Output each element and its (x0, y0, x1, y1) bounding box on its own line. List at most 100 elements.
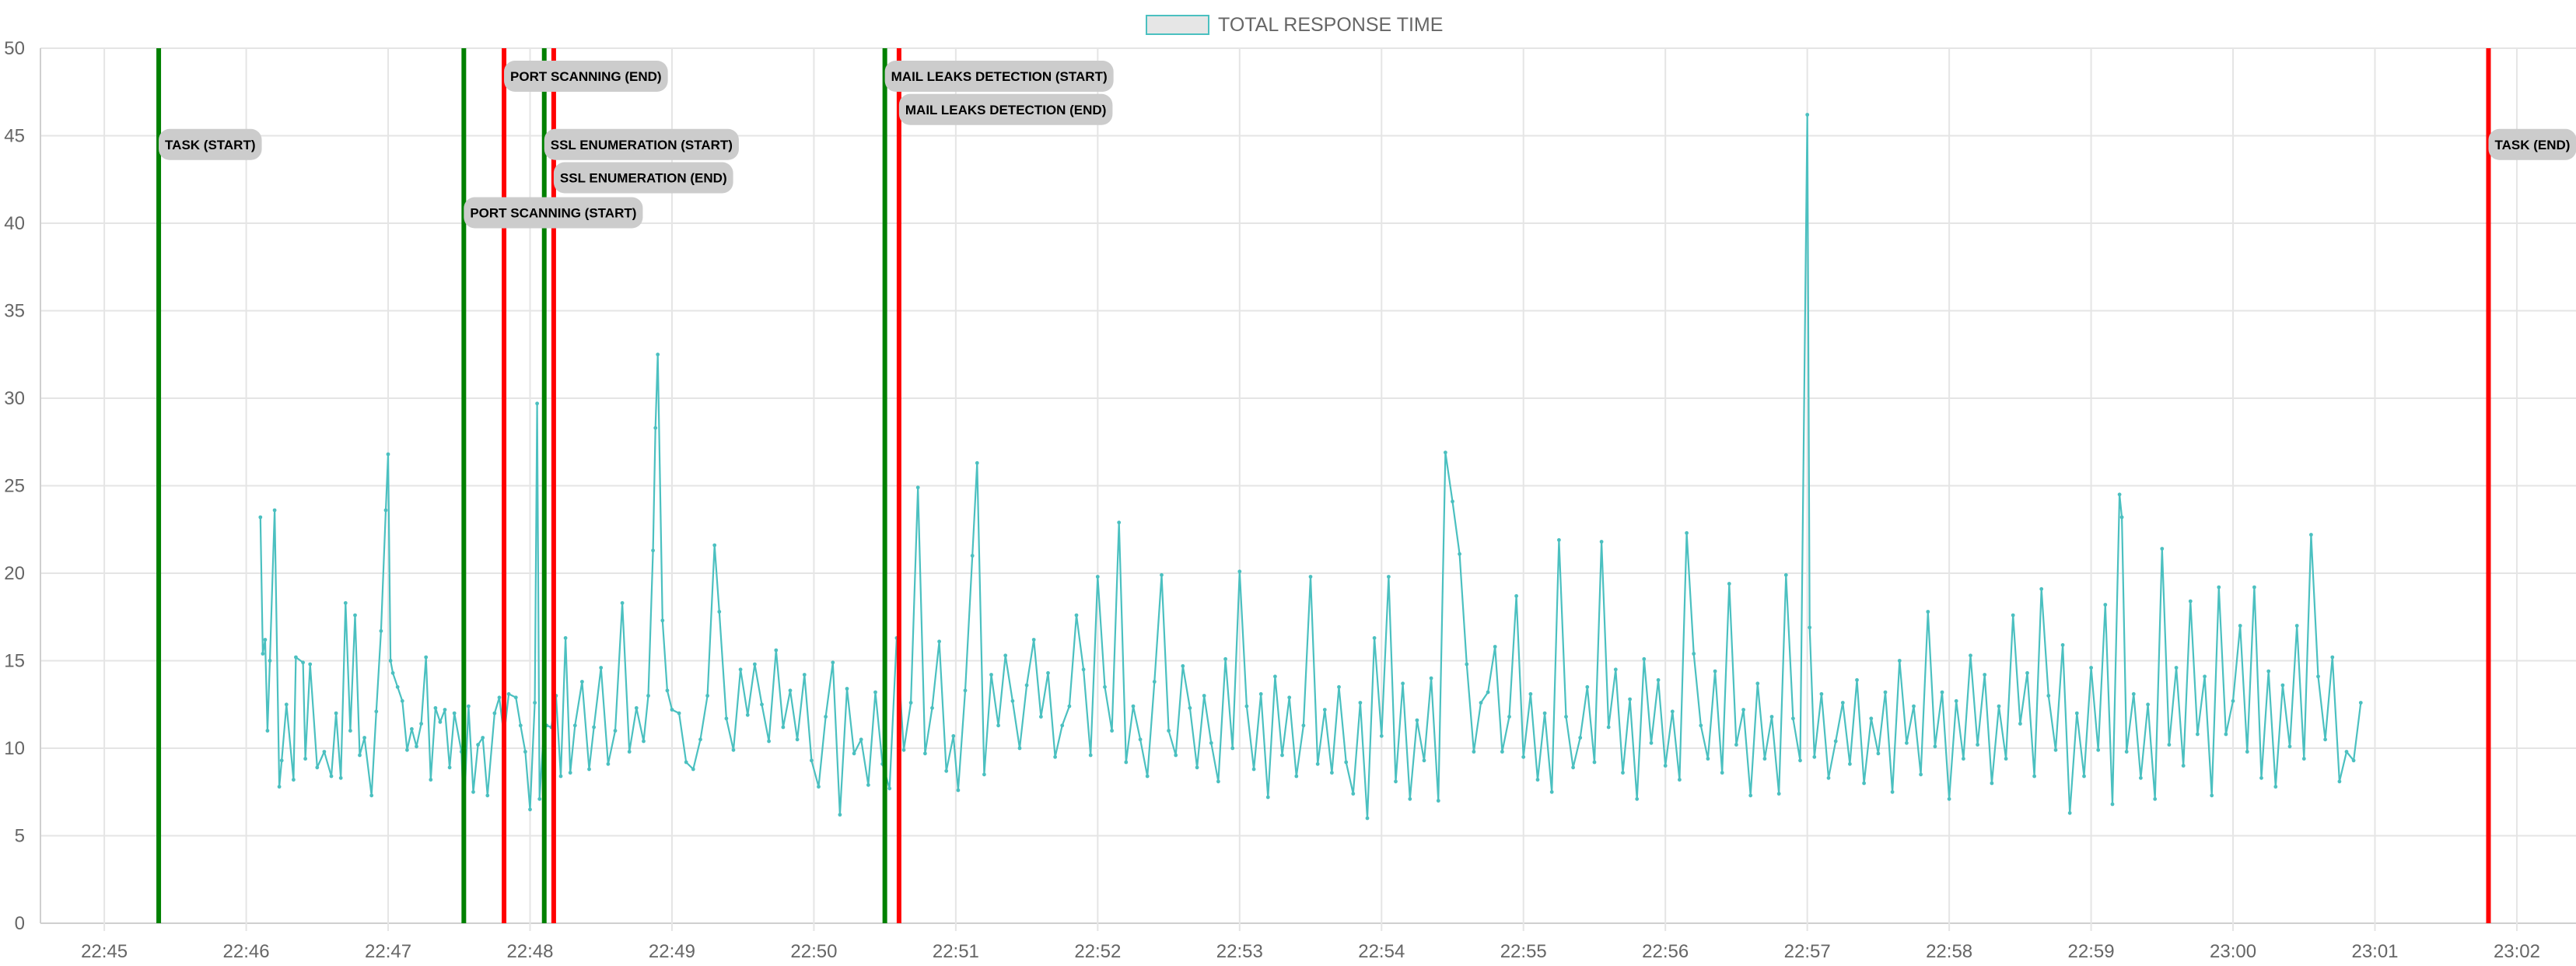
data-point[interactable] (2351, 758, 2356, 763)
data-point[interactable] (670, 708, 674, 712)
data-point[interactable] (2089, 666, 2094, 670)
data-point[interactable] (824, 715, 828, 719)
data-point[interactable] (1500, 750, 1504, 754)
data-point[interactable] (343, 600, 348, 605)
data-point[interactable] (753, 662, 757, 667)
data-point[interactable] (1855, 677, 1859, 682)
data-point[interactable] (989, 673, 993, 677)
data-point[interactable] (535, 401, 539, 406)
data-point[interactable] (1394, 779, 1398, 784)
data-point[interactable] (322, 750, 327, 754)
data-point[interactable] (2203, 674, 2207, 679)
data-point[interactable] (2210, 793, 2214, 798)
data-point[interactable] (1053, 754, 1057, 759)
data-point[interactable] (528, 807, 532, 812)
data-point[interactable] (1564, 715, 1568, 719)
data-point[interactable] (2067, 810, 2072, 815)
data-point[interactable] (1294, 774, 1299, 779)
data-point[interactable] (268, 659, 272, 663)
data-point[interactable] (1535, 778, 1540, 782)
data-point[interactable] (2238, 624, 2242, 628)
data-point[interactable] (537, 796, 542, 801)
data-point[interactable] (383, 508, 388, 513)
data-point[interactable] (513, 695, 518, 700)
data-point[interactable] (424, 655, 429, 660)
data-point[interactable] (1798, 758, 1802, 763)
data-point[interactable] (1897, 659, 1902, 663)
data-point[interactable] (944, 768, 949, 773)
data-point[interactable] (2358, 701, 2363, 705)
data-point[interactable] (1110, 729, 1114, 733)
data-point[interactable] (292, 778, 296, 782)
data-point[interactable] (481, 736, 485, 740)
data-point[interactable] (2053, 747, 2058, 752)
data-point[interactable] (2316, 674, 2320, 679)
data-point[interactable] (2330, 655, 2335, 660)
data-point[interactable] (572, 723, 577, 728)
legend-swatch[interactable] (1146, 15, 1209, 35)
data-point[interactable] (1628, 697, 1633, 702)
data-point[interactable] (802, 673, 807, 677)
data-point[interactable] (1074, 613, 1079, 618)
data-point[interactable] (1379, 733, 1384, 738)
data-point[interactable] (781, 725, 786, 730)
data-point[interactable] (2117, 492, 2122, 497)
data-point[interactable] (656, 352, 660, 357)
data-point[interactable] (795, 737, 800, 742)
data-point[interactable] (2217, 585, 2221, 590)
data-point[interactable] (982, 772, 986, 777)
data-point[interactable] (2309, 533, 2313, 537)
data-point[interactable] (1755, 681, 1760, 686)
data-point[interactable] (386, 452, 390, 457)
data-point[interactable] (1223, 656, 1227, 661)
data-point[interactable] (492, 711, 497, 716)
data-point[interactable] (845, 687, 849, 691)
data-point[interactable] (1933, 744, 1937, 749)
data-point[interactable] (1436, 799, 1440, 803)
data-point[interactable] (1833, 739, 1838, 744)
data-point[interactable] (930, 705, 934, 710)
data-point[interactable] (1251, 767, 1256, 772)
data-point[interactable] (1344, 760, 1349, 765)
data-point[interactable] (731, 747, 736, 752)
data-point[interactable] (2196, 732, 2200, 737)
data-point[interactable] (1621, 771, 1625, 775)
data-point[interactable] (1138, 737, 1143, 742)
data-point[interactable] (303, 757, 307, 761)
data-point[interactable] (2074, 711, 2079, 716)
data-point[interactable] (774, 648, 779, 653)
data-point[interactable] (951, 733, 956, 738)
data-point[interactable] (2337, 779, 2342, 784)
data-point[interactable] (1699, 723, 1703, 728)
data-point[interactable] (2245, 750, 2249, 754)
data-point[interactable] (831, 660, 835, 665)
data-point[interactable] (2252, 585, 2256, 590)
data-point[interactable] (1926, 610, 1930, 614)
data-point[interactable] (558, 774, 563, 779)
data-point[interactable] (1429, 676, 1433, 681)
data-point[interactable] (2181, 764, 2186, 768)
data-point[interactable] (852, 751, 856, 756)
data-point[interactable] (1962, 757, 1965, 761)
data-point[interactable] (1720, 771, 1724, 775)
data-point[interactable] (660, 618, 665, 623)
data-point[interactable] (1969, 653, 1972, 658)
data-point[interactable] (2273, 785, 2278, 789)
data-point[interactable] (788, 688, 793, 693)
data-point[interactable] (2287, 744, 2292, 749)
data-point[interactable] (1330, 771, 1334, 775)
data-point[interactable] (2096, 747, 2101, 752)
legend-label[interactable]: TOTAL RESPONSE TIME (1218, 14, 1443, 36)
data-point[interactable] (443, 708, 447, 712)
data-point[interactable] (568, 771, 572, 775)
data-point[interactable] (691, 767, 695, 772)
data-point[interactable] (1017, 746, 1022, 751)
data-point[interactable] (1301, 723, 1306, 728)
data-point[interactable] (277, 785, 282, 789)
data-point[interactable] (2103, 603, 2108, 607)
data-point[interactable] (1642, 656, 1647, 661)
data-point[interactable] (810, 758, 814, 763)
data-point[interactable] (1103, 684, 1107, 689)
data-point[interactable] (1258, 691, 1263, 696)
data-point[interactable] (956, 788, 961, 793)
